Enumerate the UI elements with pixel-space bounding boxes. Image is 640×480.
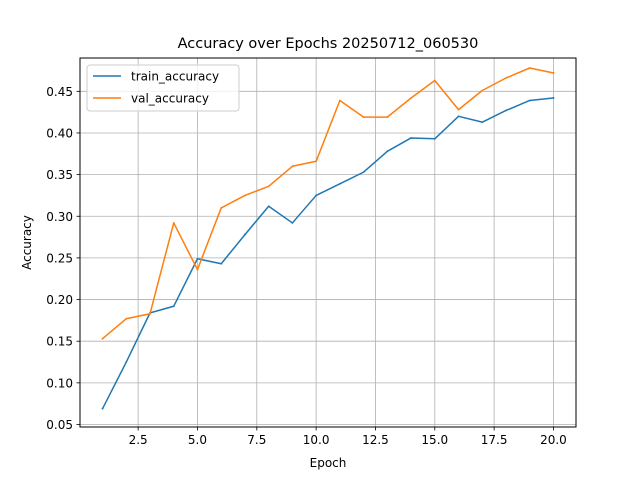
data-point-train-accuracy bbox=[552, 97, 555, 99]
x-tick-label: 15.0 bbox=[421, 433, 448, 447]
y-axis-label: Accuracy bbox=[20, 215, 34, 270]
data-point-train-accuracy bbox=[362, 171, 365, 174]
y-tick-label: 0.20 bbox=[46, 293, 73, 307]
data-point-train-accuracy bbox=[125, 361, 128, 363]
x-tick-label: 5.0 bbox=[188, 433, 207, 447]
series-line-val-accuracy bbox=[101, 67, 555, 340]
data-point-train-accuracy bbox=[291, 222, 294, 224]
data-point-train-accuracy bbox=[267, 205, 270, 208]
data-point-train-accuracy bbox=[528, 99, 531, 102]
data-point-val-accuracy bbox=[433, 79, 436, 82]
legend-label: val_accuracy bbox=[131, 92, 209, 106]
y-tick-label: 0.40 bbox=[46, 126, 73, 140]
data-point-train-accuracy bbox=[386, 150, 389, 153]
x-axis-label: Epoch bbox=[310, 456, 347, 470]
chart-title: Accuracy over Epochs 20250712_060530 bbox=[178, 36, 479, 52]
legend-label: train_accuracy bbox=[131, 70, 219, 84]
data-point-train-accuracy bbox=[244, 233, 246, 236]
data-point-train-accuracy bbox=[338, 182, 341, 185]
x-tick-label: 2.5 bbox=[129, 433, 148, 447]
data-point-train-accuracy bbox=[196, 257, 199, 260]
x-tick-label: 17.5 bbox=[481, 433, 508, 447]
y-tick-label: 0.25 bbox=[46, 251, 73, 265]
y-tick-label: 0.10 bbox=[46, 376, 73, 390]
data-point-train-accuracy bbox=[433, 137, 436, 140]
data-point-val-accuracy bbox=[362, 116, 365, 119]
data-point-val-accuracy bbox=[457, 108, 460, 111]
data-point-train-accuracy bbox=[172, 305, 175, 308]
data-point-val-accuracy bbox=[267, 185, 270, 188]
data-point-val-accuracy bbox=[338, 99, 341, 102]
data-point-val-accuracy bbox=[528, 67, 531, 69]
data-point-train-accuracy bbox=[315, 194, 318, 197]
data-point-val-accuracy bbox=[552, 72, 555, 74]
x-tick-label: 10.0 bbox=[303, 433, 330, 447]
data-point-val-accuracy bbox=[386, 116, 389, 119]
x-tick-label: 7.5 bbox=[247, 433, 266, 447]
data-point-train-accuracy bbox=[220, 262, 223, 265]
legend: train_accuracy val_accuracy bbox=[86, 64, 240, 112]
data-point-val-accuracy bbox=[220, 207, 223, 209]
data-point-train-accuracy bbox=[101, 407, 104, 410]
grid bbox=[80, 58, 576, 427]
series-lines bbox=[101, 67, 555, 410]
data-point-train-accuracy bbox=[457, 115, 460, 118]
x-tick-label: 12.5 bbox=[362, 433, 389, 447]
y-tick-label: 0.35 bbox=[46, 168, 73, 182]
data-point-val-accuracy bbox=[172, 222, 175, 224]
data-point-val-accuracy bbox=[101, 337, 104, 340]
data-point-val-accuracy bbox=[125, 317, 128, 320]
data-point-train-accuracy bbox=[410, 137, 412, 139]
series-line-train-accuracy bbox=[101, 97, 555, 410]
data-point-val-accuracy bbox=[315, 160, 318, 163]
y-tick-label: 0.15 bbox=[46, 335, 73, 349]
data-point-val-accuracy bbox=[196, 268, 199, 271]
legend-box bbox=[86, 64, 240, 112]
data-point-train-accuracy bbox=[481, 121, 484, 124]
data-point-train-accuracy bbox=[505, 109, 507, 112]
y-tick-label: 0.05 bbox=[46, 418, 73, 432]
data-point-val-accuracy bbox=[291, 165, 294, 168]
data-point-val-accuracy bbox=[410, 97, 412, 99]
data-point-val-accuracy bbox=[505, 77, 507, 79]
y-tick-label: 0.30 bbox=[46, 210, 73, 224]
y-tick-label: 0.45 bbox=[46, 85, 73, 99]
data-point-val-accuracy bbox=[481, 89, 484, 92]
plot-frame bbox=[79, 57, 577, 428]
x-tick-label: 20.0 bbox=[540, 433, 567, 447]
data-point-val-accuracy bbox=[244, 194, 246, 197]
ticks: 2.5 5.0 7.5 10.0 12.5 15.0 17.5 20.0 0.05 0.10 0.1… bbox=[46, 85, 567, 447]
data-point-val-accuracy bbox=[149, 312, 151, 315]
